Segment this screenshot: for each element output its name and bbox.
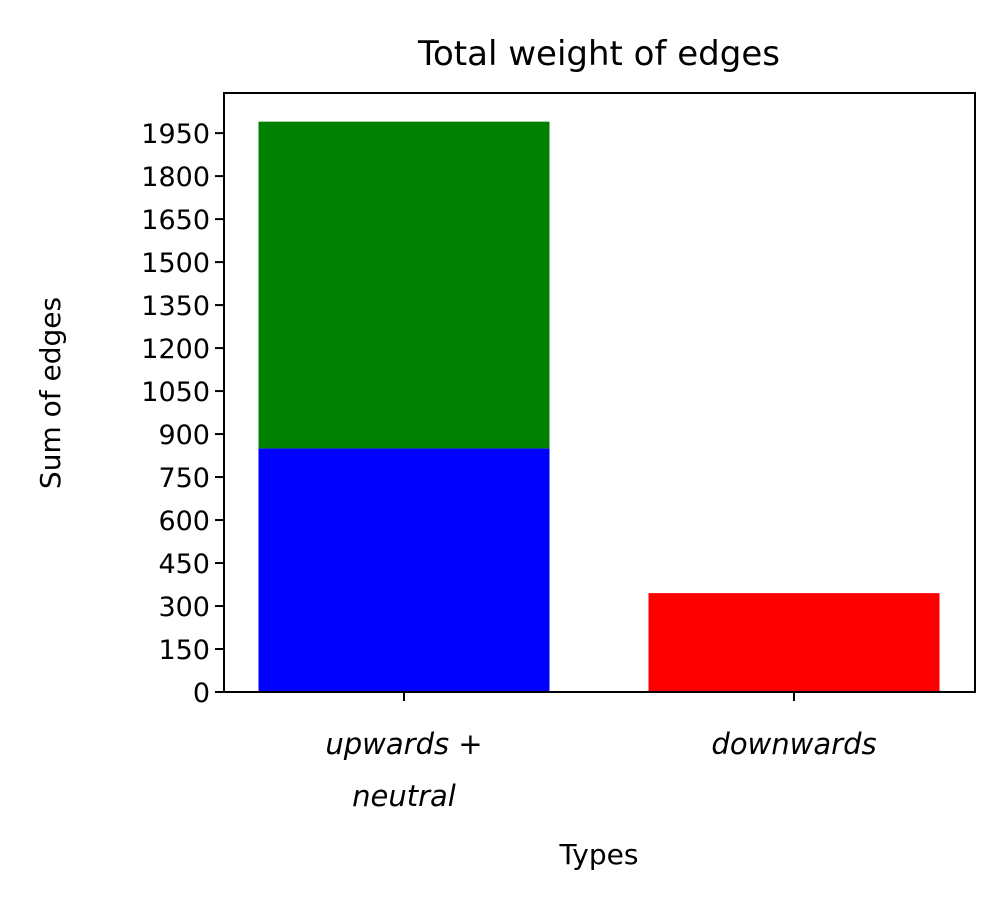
chart-title: Total weight of edges bbox=[417, 34, 780, 74]
y-tick-label: 150 bbox=[158, 635, 210, 666]
y-tick-label: 600 bbox=[158, 506, 210, 537]
bar-1-segment-0 bbox=[648, 593, 940, 692]
x-tick-label: upwards + bbox=[325, 727, 482, 761]
y-tick-label: 1350 bbox=[141, 291, 210, 322]
y-tick-label: 1800 bbox=[141, 162, 210, 193]
y-tick-label: 900 bbox=[158, 420, 210, 451]
y-tick-label: 0 bbox=[193, 678, 210, 709]
y-axis-label: Sum of edges bbox=[34, 297, 67, 489]
y-tick-label: 300 bbox=[158, 592, 210, 623]
y-tick-label: 1200 bbox=[141, 334, 210, 365]
y-tick-label: 750 bbox=[158, 463, 210, 494]
x-axis-ticks: upwards + neutral downwards bbox=[325, 692, 877, 813]
x-tick-label: downwards bbox=[711, 727, 876, 761]
y-tick-label: 1500 bbox=[141, 248, 210, 279]
y-tick-label: 1950 bbox=[141, 119, 210, 150]
y-axis-ticks: 0 150 300 450 600 750 900 1050 1200 1350 1500 1650 1… bbox=[141, 119, 224, 709]
bars-group bbox=[258, 121, 940, 692]
bar-0-segment-1 bbox=[258, 121, 550, 449]
bar-0-segment-0 bbox=[258, 448, 550, 692]
x-axis-label: Types bbox=[559, 838, 639, 871]
y-tick-label: 450 bbox=[158, 549, 210, 580]
y-tick-label: 1050 bbox=[141, 377, 210, 408]
y-tick-label: 1650 bbox=[141, 205, 210, 236]
plot-frame bbox=[223, 92, 976, 693]
x-tick-label: neutral bbox=[352, 779, 456, 813]
